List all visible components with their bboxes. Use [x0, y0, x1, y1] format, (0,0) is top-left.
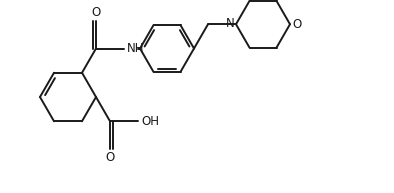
- Text: NH: NH: [127, 42, 145, 55]
- Text: O: O: [91, 6, 100, 19]
- Text: O: O: [292, 18, 301, 31]
- Text: OH: OH: [141, 115, 159, 128]
- Text: N: N: [226, 17, 235, 30]
- Text: O: O: [105, 151, 115, 164]
